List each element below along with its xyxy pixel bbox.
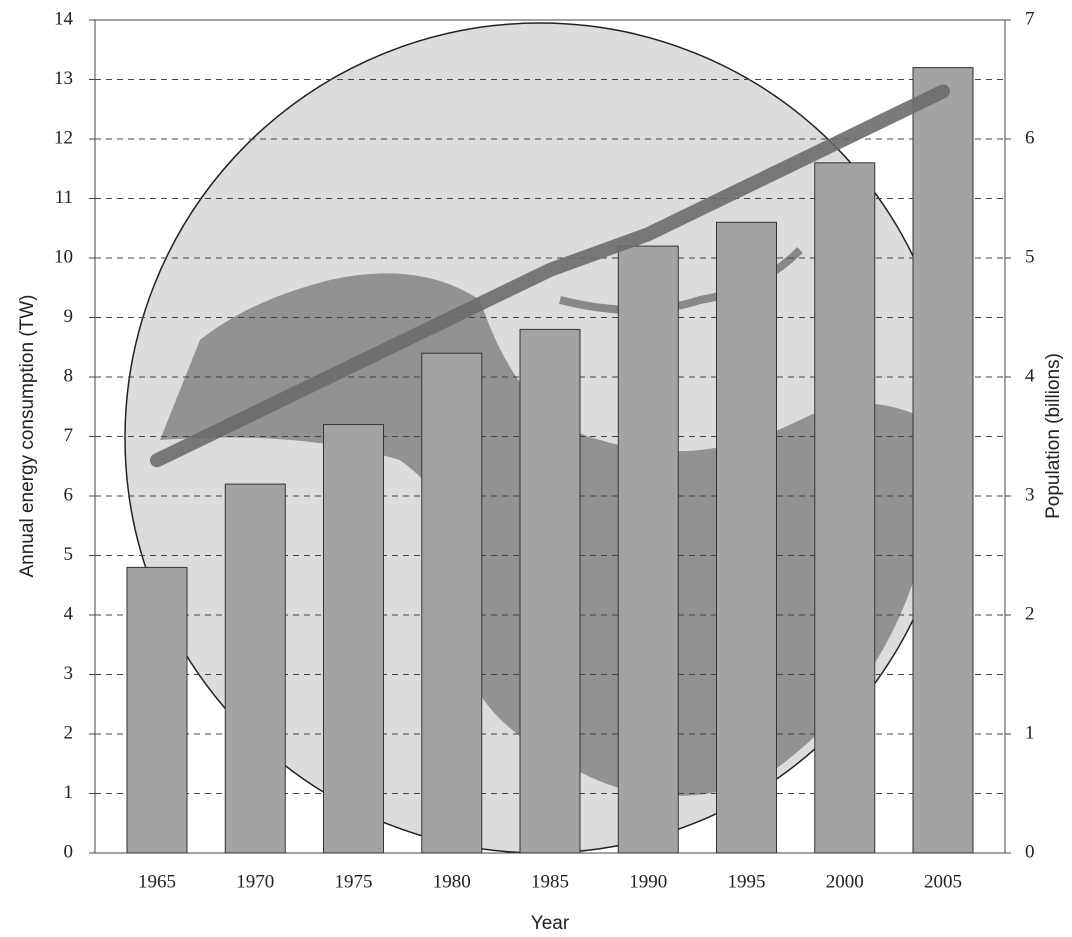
- bar: [815, 163, 875, 853]
- x-tick-label: 1965: [138, 871, 176, 892]
- y2-tick-label: 4: [1025, 365, 1035, 386]
- y2-tick-label: 2: [1025, 603, 1035, 624]
- x-tick-label: 2000: [826, 871, 864, 892]
- y-tick-label: 1: [64, 782, 74, 803]
- x-tick-label: 2005: [924, 871, 962, 892]
- y-tick-label: 5: [64, 544, 74, 565]
- x-tick-label: 1975: [335, 871, 373, 892]
- chart: Annual energy consumption (TW) Populatio…: [0, 0, 1072, 937]
- y2-tick-label: 0: [1025, 841, 1035, 862]
- x-axis-title: Year: [531, 913, 570, 934]
- y-tick-label: 6: [64, 484, 74, 505]
- bar: [324, 425, 384, 853]
- y2-tick-label: 1: [1025, 722, 1035, 743]
- bar: [913, 68, 973, 853]
- y-tick-label: 7: [64, 425, 74, 446]
- page: Annual energy consumption (TW) Populatio…: [0, 0, 1072, 937]
- y2-axis-title: Population (billions): [1043, 353, 1064, 519]
- y-tick-label: 0: [64, 841, 74, 862]
- y2-tick-label: 5: [1025, 246, 1035, 267]
- y2-tick-label: 7: [1025, 8, 1035, 29]
- bar: [422, 353, 482, 853]
- y-tick-label: 8: [64, 365, 74, 386]
- y-tick-label: 2: [64, 722, 74, 743]
- y-tick-label: 14: [54, 8, 74, 29]
- y-tick-label: 13: [54, 68, 73, 89]
- y-tick-label: 11: [55, 187, 73, 208]
- y2-tick-label: 6: [1025, 127, 1035, 148]
- x-tick-label: 1980: [433, 871, 471, 892]
- x-tick-label: 1990: [629, 871, 667, 892]
- bar: [520, 329, 580, 853]
- y-tick-label: 12: [54, 127, 73, 148]
- y-tick-label: 4: [64, 603, 74, 624]
- y-axis-title: Annual energy consumption (TW): [17, 294, 38, 577]
- x-tick-label: 1970: [236, 871, 274, 892]
- bar: [127, 567, 187, 853]
- y-tick-label: 3: [64, 663, 74, 684]
- bar: [225, 484, 285, 853]
- bar: [717, 222, 777, 853]
- x-tick-label: 1995: [728, 871, 766, 892]
- y2-tick-label: 3: [1025, 484, 1035, 505]
- x-tick-label: 1985: [531, 871, 569, 892]
- y-tick-label: 10: [54, 246, 73, 267]
- bar: [618, 246, 678, 853]
- y-tick-label: 9: [64, 306, 74, 327]
